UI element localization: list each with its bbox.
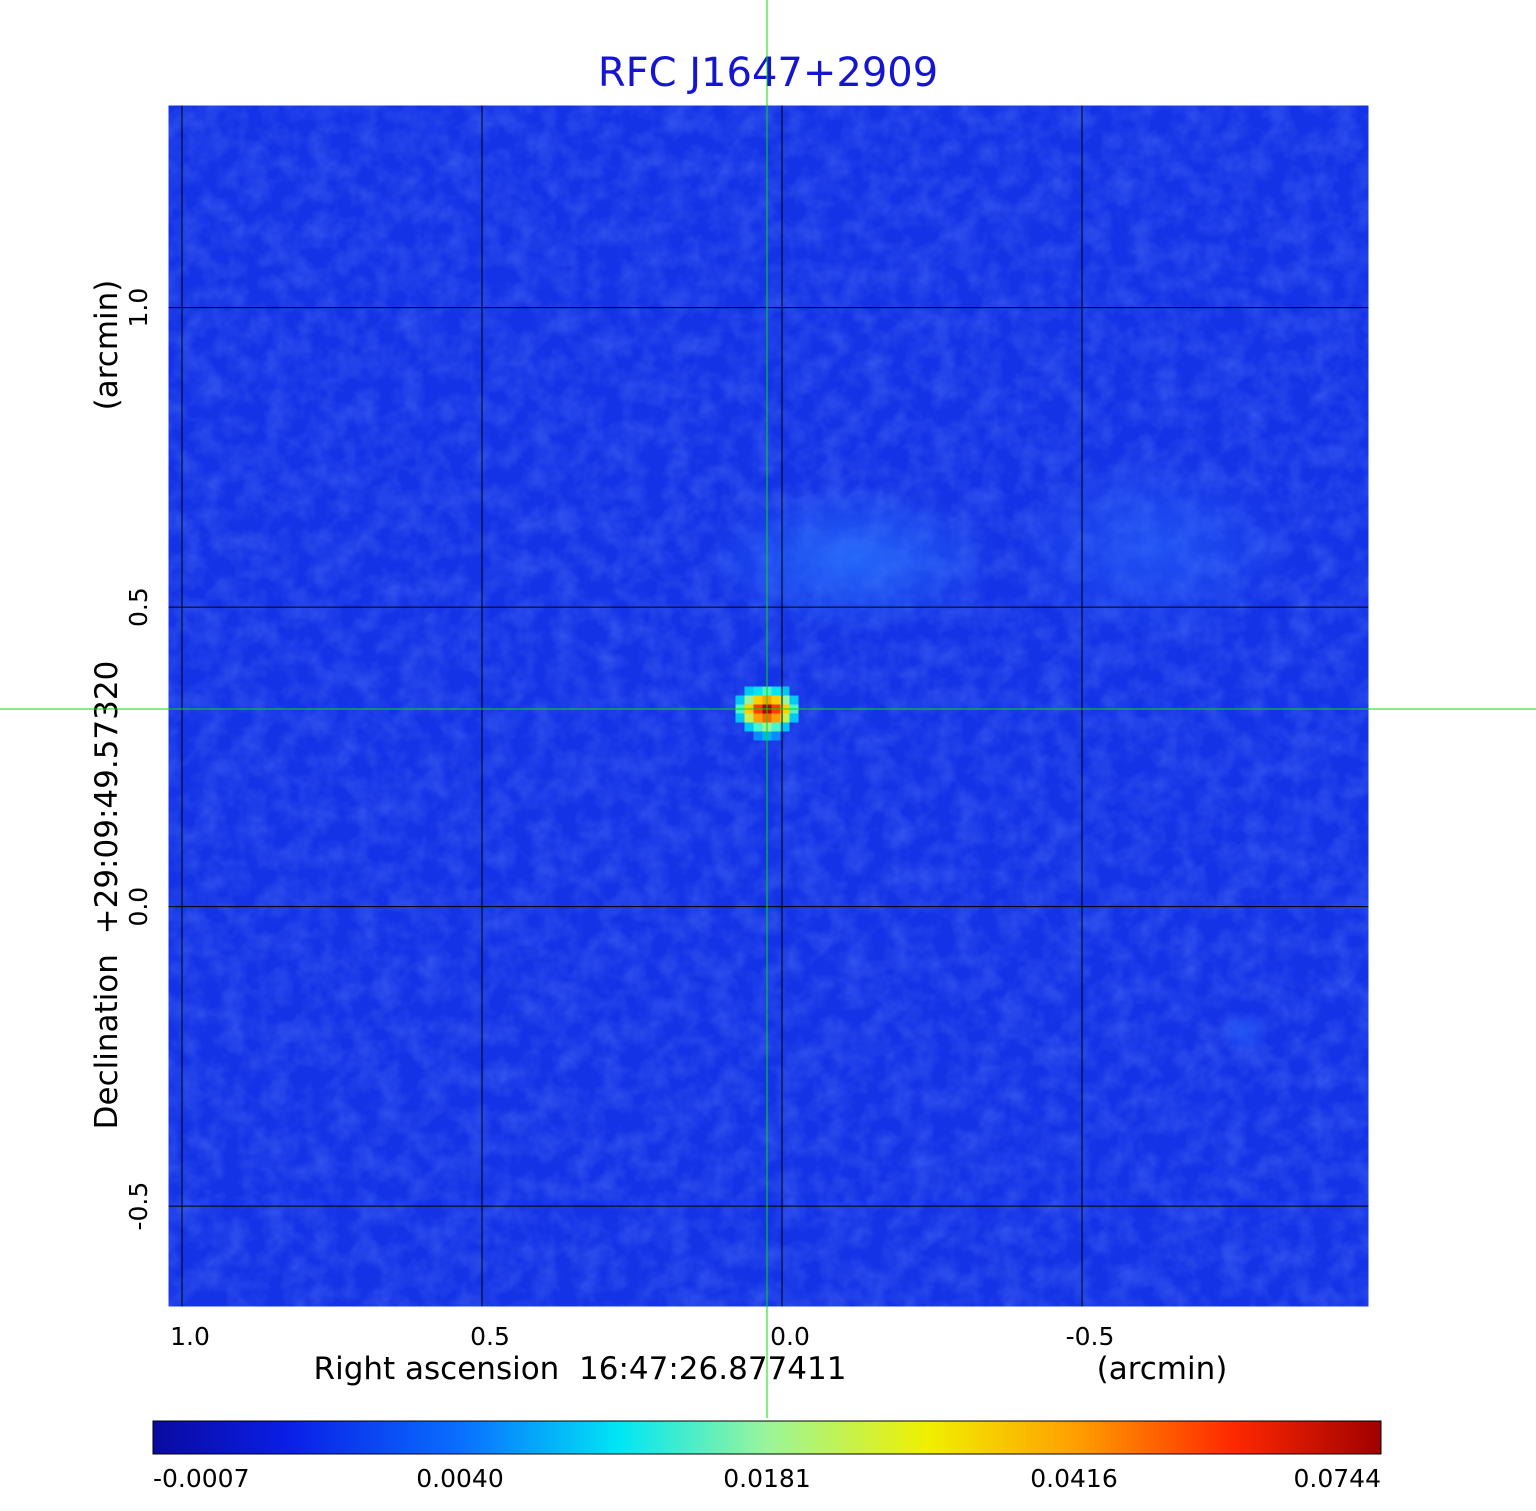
source-pixel: [789, 695, 799, 705]
diffuse-emission-b: [1014, 452, 1294, 643]
colorbar-tick-label: 0.0416: [1030, 1464, 1117, 1493]
y-axis-label: Declination +29:09:49.57320: [89, 661, 125, 1130]
x-tick-labels: 1.0 0.5 0.0 -0.5: [170, 1322, 1114, 1351]
source-pixel: [744, 695, 754, 705]
x-tick-label: 1.0: [170, 1322, 210, 1351]
source-pixel: [753, 686, 763, 696]
plot-frame: [165, 102, 1372, 1310]
y-tick-label: -0.5: [124, 1182, 153, 1231]
colorbar-tick-labels: -0.0007 0.0040 0.0181 0.0416 0.0744: [153, 1464, 1381, 1493]
source-pixel: [735, 695, 745, 705]
source-pixel: [780, 686, 790, 696]
source-pixel: [780, 722, 790, 732]
colorbar-tick-label: -0.0007: [153, 1464, 250, 1493]
image-plane: [167, 104, 1370, 1308]
y-tick-label: 1.0: [124, 288, 153, 328]
source-pixel: [771, 713, 781, 723]
source-pixel: [780, 713, 790, 723]
source-pixel: [771, 695, 781, 705]
diffuse-emission-c: [1218, 1010, 1270, 1055]
source-pixel: [771, 722, 781, 732]
x-axis-label: Right ascension 16:47:26.877411: [314, 1351, 847, 1387]
colorbar-tick-label: 0.0181: [723, 1464, 810, 1493]
source-pixel: [753, 713, 763, 723]
crosshair: [0, 0, 1536, 1418]
diffuse-emission-a: [704, 484, 1004, 635]
colorbar-tick-label: 0.0040: [416, 1464, 503, 1493]
colorbar-tick-label: 0.0744: [1294, 1464, 1381, 1493]
source-pixel: [771, 686, 781, 696]
y-tick-label: 0.5: [124, 587, 153, 627]
source-pixel: [744, 713, 754, 723]
y-tick-label: 0.0: [124, 887, 153, 927]
source-pixel: [753, 731, 763, 741]
x-tick-label: -0.5: [1066, 1322, 1115, 1351]
source-pixel: [744, 722, 754, 732]
x-tick-label: 0.0: [770, 1322, 810, 1351]
source-pixel: [789, 713, 799, 723]
source-pixel: [771, 731, 781, 741]
source-pixel: [744, 686, 754, 696]
y-tick-labels: 1.0 0.5 0.0 -0.5: [124, 288, 153, 1231]
source-pixel: [753, 695, 763, 705]
colorbar: [152, 1420, 1382, 1455]
source-pixel: [753, 722, 763, 732]
source-pixel: [780, 695, 790, 705]
chart-title: RFC J1647+2909: [598, 50, 938, 96]
source-pixel: [735, 713, 745, 723]
grid: [167, 104, 1370, 1308]
x-tick-label: 0.5: [470, 1322, 510, 1351]
x-axis-unit: (arcmin): [1097, 1351, 1228, 1387]
y-axis-unit: (arcmin): [89, 280, 125, 411]
